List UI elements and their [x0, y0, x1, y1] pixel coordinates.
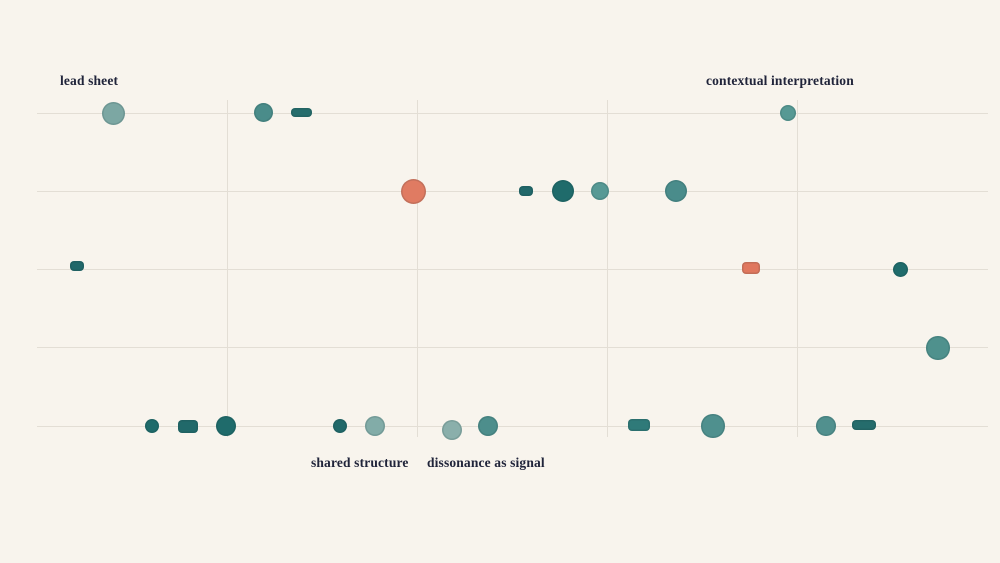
- data-point-circle: [365, 416, 385, 436]
- data-point-pill: [742, 262, 760, 274]
- chart-label-lead-sheet: lead sheet: [60, 73, 119, 88]
- gridline-vertical: [226, 100, 228, 437]
- data-point-circle: [442, 420, 462, 440]
- gridline-horizontal: [37, 425, 988, 427]
- data-point-circle: [400, 178, 426, 204]
- data-point-circle: [551, 179, 575, 203]
- data-point-pill: [852, 420, 876, 430]
- data-point-circle: [145, 419, 159, 433]
- data-point-circle: [590, 181, 610, 201]
- gridline-vertical: [796, 100, 798, 437]
- data-point-circle: [216, 416, 236, 436]
- gridline-horizontal: [37, 268, 988, 270]
- data-point-pill: [628, 418, 650, 432]
- gridline-vertical: [606, 100, 608, 437]
- gridline-horizontal: [37, 112, 988, 114]
- data-point-circle: [892, 261, 908, 277]
- data-point-circle: [332, 418, 348, 434]
- gridline-vertical: [416, 100, 418, 437]
- data-point-pill: [290, 107, 312, 117]
- chart-label-contextual-interpretation: contextual interpretation: [706, 73, 854, 88]
- data-point-circle: [926, 336, 950, 360]
- data-point-circle: [780, 105, 796, 121]
- chart-label-shared-structure: shared structure: [311, 455, 409, 470]
- data-point-circle: [701, 414, 725, 438]
- data-point-circle: [101, 101, 125, 125]
- gridline-horizontal: [37, 190, 988, 192]
- data-point-pill: [519, 186, 533, 196]
- data-point-circle: [816, 416, 836, 436]
- data-point-pill: [178, 419, 198, 433]
- chart-label-dissonance-as-signal: dissonance as signal: [427, 455, 545, 470]
- data-point-circle: [253, 102, 273, 122]
- data-point-pill: [70, 261, 84, 271]
- data-point-circle: [664, 179, 688, 203]
- gridline-horizontal: [37, 346, 988, 348]
- data-point-circle: [478, 416, 498, 436]
